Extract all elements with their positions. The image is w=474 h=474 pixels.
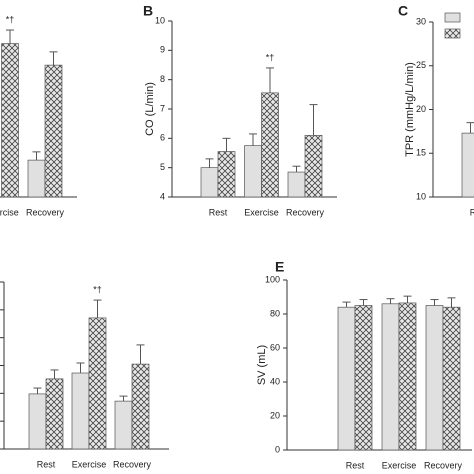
bar	[354, 305, 373, 451]
bar	[44, 64, 63, 198]
y-tick-label: 5	[160, 162, 165, 172]
y-tick-label: 15	[416, 148, 426, 158]
x-tick-label: Exercise	[0, 207, 19, 217]
y-tick-label: 20	[416, 104, 426, 114]
y-axis-title: SV (mL)	[256, 345, 268, 385]
bar	[45, 378, 64, 450]
y-axis-title: TPR (mmHg/L/min)	[404, 62, 416, 157]
y-tick-label: 100	[265, 274, 280, 284]
x-tick-label: Recovery	[286, 207, 325, 217]
y-tick-label: 9	[160, 45, 165, 55]
bar	[381, 303, 400, 451]
bar	[287, 171, 306, 198]
legend-swatch	[444, 28, 461, 39]
y-tick-label: 4	[160, 191, 165, 201]
x-tick-label: Rest	[209, 207, 228, 217]
y-tick-label: 40	[270, 376, 280, 386]
x-tick-label: Recovery	[26, 207, 65, 217]
bar	[71, 372, 90, 450]
x-tick-label: Rest	[470, 207, 474, 217]
x-tick-label: Exercise	[72, 459, 107, 469]
y-tick-label: 0	[275, 444, 280, 454]
y-tick-label: 20	[270, 410, 280, 420]
bar	[304, 135, 323, 198]
bar	[398, 302, 417, 451]
bar	[88, 317, 107, 450]
x-tick-label: Exercise	[244, 207, 279, 217]
x-tick-label: Rest	[346, 460, 365, 470]
bar	[217, 151, 236, 198]
bar	[200, 167, 219, 198]
annotation: *†	[93, 284, 102, 294]
x-tick-label: Recovery	[113, 459, 152, 469]
bar	[27, 159, 46, 198]
bar	[114, 400, 133, 450]
bar	[261, 92, 279, 198]
x-tick-label: Recovery	[424, 460, 463, 470]
bar	[244, 145, 262, 198]
y-tick-label: 10	[155, 15, 165, 25]
y-tick-label: 7	[160, 103, 165, 113]
bar	[28, 393, 47, 450]
y-tick-label: 25	[416, 60, 426, 70]
y-axis-title: CO (L/min)	[144, 82, 156, 136]
y-tick-label: 80	[270, 308, 280, 318]
panel-label: C	[398, 3, 408, 19]
legend-swatch	[444, 12, 461, 23]
panel-label: B	[143, 3, 153, 19]
y-tick-label: 6	[160, 133, 165, 143]
bar	[1, 43, 19, 198]
bar	[442, 306, 461, 451]
y-tick-label: 60	[270, 342, 280, 352]
x-tick-label: Rest	[37, 459, 56, 469]
annotation: *†	[266, 52, 275, 62]
annotation: *†	[6, 14, 15, 24]
bar	[461, 132, 474, 198]
x-tick-label: Exercise	[382, 460, 417, 470]
bar	[425, 305, 444, 451]
panel-label: E	[275, 259, 284, 275]
y-tick-label: 30	[416, 16, 426, 26]
y-tick-label: 8	[160, 74, 165, 84]
bar	[131, 363, 150, 450]
bar	[337, 306, 356, 451]
y-tick-label: 10	[416, 191, 426, 201]
